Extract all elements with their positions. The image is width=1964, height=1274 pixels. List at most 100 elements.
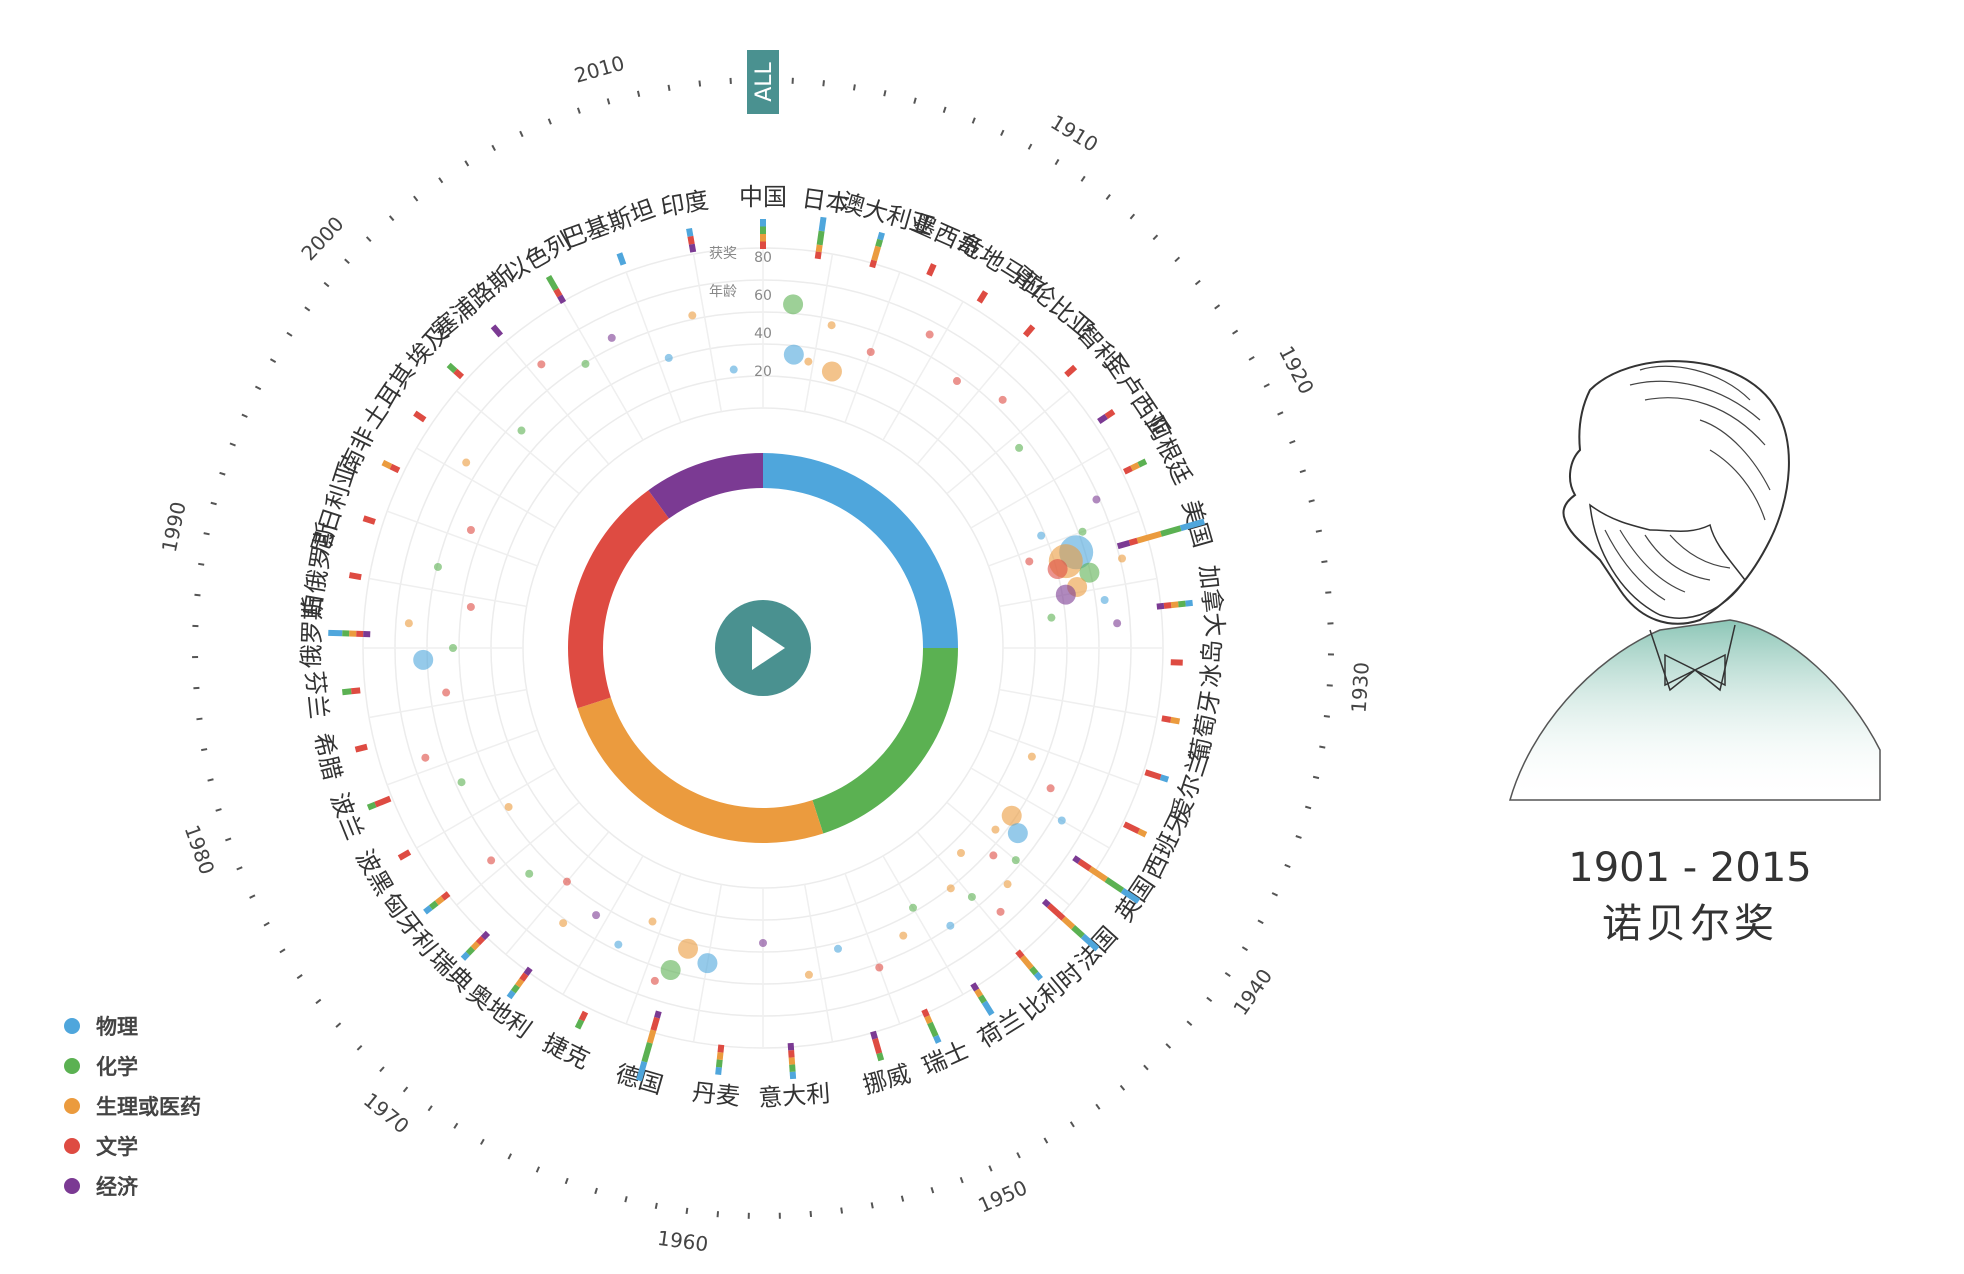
spoke — [946, 390, 1070, 495]
year-tick — [491, 144, 496, 152]
year-tick — [698, 80, 702, 87]
country-bar-segment — [574, 1018, 585, 1030]
spoke — [999, 688, 1158, 719]
spoke — [882, 301, 964, 441]
legend-item-medicine[interactable]: 生理或医药 — [64, 1086, 201, 1126]
country-bar-segment — [688, 243, 697, 253]
country-bar-segment — [506, 989, 516, 1000]
laureate-point — [650, 976, 659, 985]
donut-segment — [763, 453, 958, 648]
country-bar-segment — [1185, 599, 1193, 607]
spoke — [803, 884, 834, 1043]
laureate-point — [1025, 557, 1034, 566]
year-tick — [1299, 469, 1306, 474]
laureate-point — [827, 321, 836, 330]
country-bar-segment — [374, 795, 392, 808]
year-label: 1930 — [1347, 661, 1374, 713]
year-tick — [279, 948, 286, 954]
laureate-point — [678, 938, 699, 959]
spoke — [970, 767, 1110, 849]
laureate-point — [996, 907, 1005, 916]
country-bar-segment — [715, 1066, 722, 1075]
country-bar — [1123, 458, 1148, 475]
laureate-point — [989, 851, 998, 860]
country-bar — [1116, 518, 1206, 550]
spoke — [988, 510, 1140, 567]
year-tick — [196, 717, 203, 721]
year-tick — [547, 118, 552, 125]
country-label: 冰岛 — [1197, 639, 1227, 688]
country-bar — [423, 891, 451, 915]
spoke — [970, 447, 1110, 529]
year-tick — [304, 306, 311, 312]
laureate-point — [607, 333, 616, 342]
laureate-point — [442, 688, 451, 697]
country-bar-segment — [877, 231, 885, 241]
country-label: 西班牙 — [1138, 806, 1195, 883]
country-bar-segment — [460, 951, 471, 961]
country-bar-segment — [789, 1071, 797, 1080]
country-bar-segment — [470, 941, 481, 951]
year-label: 1970 — [359, 1088, 414, 1139]
spoke — [844, 271, 901, 423]
year-tick — [1027, 143, 1033, 150]
country-bar-segment — [976, 290, 989, 304]
country-label: 南非 — [335, 423, 381, 478]
laureate-point — [1001, 805, 1022, 826]
spoke — [456, 801, 580, 906]
legend-item-chemistry[interactable]: 化学 — [64, 1046, 201, 1086]
country-label: 意大利 — [757, 1079, 831, 1112]
country-bar — [787, 1042, 797, 1080]
country-bar-segment — [366, 801, 377, 811]
country-bar — [1123, 821, 1148, 838]
legend-dot — [64, 1018, 80, 1034]
laureate-point — [614, 940, 623, 949]
play-icon — [752, 626, 785, 670]
year-label: 1960 — [656, 1226, 710, 1257]
country-bar — [814, 216, 827, 260]
country-bar-segment — [1046, 903, 1066, 921]
country-bar-segment — [1015, 949, 1025, 959]
country-bar-segment — [480, 930, 491, 941]
laureate-point — [909, 903, 917, 912]
year-tick — [215, 808, 222, 812]
country-bar-segment — [1156, 602, 1165, 610]
year-tick — [930, 1187, 935, 1194]
laureate-point — [967, 892, 976, 901]
year-tick — [480, 1138, 485, 1145]
laureate-point — [1078, 527, 1087, 536]
country-bar-segment — [870, 1030, 878, 1040]
country-bar-segment — [876, 1052, 885, 1062]
all-button[interactable]: ALL — [747, 50, 779, 114]
country-bar — [506, 966, 533, 1000]
country-bar — [342, 687, 361, 696]
legend-item-literature[interactable]: 文学 — [64, 1126, 201, 1166]
year-tick — [1315, 529, 1322, 533]
legend-item-economics[interactable]: 经济 — [64, 1166, 201, 1206]
spoke — [368, 577, 527, 608]
year-tick — [1295, 835, 1302, 839]
year-label: 2000 — [296, 212, 348, 266]
year-tick — [198, 562, 205, 566]
country-bar-segment — [1170, 601, 1179, 609]
country-bar — [1041, 898, 1100, 952]
year-tick — [1263, 383, 1270, 388]
legend-item-physics[interactable]: 物理 — [64, 1006, 201, 1046]
country-bar-segment — [1130, 462, 1141, 471]
country-bar-segment — [354, 743, 368, 753]
year-tick — [1129, 213, 1136, 220]
play-button[interactable] — [715, 600, 811, 696]
year-tick — [959, 1176, 964, 1184]
year-label: 2010 — [572, 51, 628, 88]
spoke — [692, 253, 723, 412]
country-bar-segment — [760, 241, 766, 249]
spoke — [946, 801, 1070, 906]
country-label: 芬兰 — [300, 670, 333, 721]
year-tick — [1080, 175, 1086, 182]
country-label: 匈牙利 — [376, 887, 442, 961]
laureate-point — [1092, 495, 1101, 504]
laureate-point — [956, 849, 965, 858]
country-bar-segment — [788, 1050, 795, 1058]
year-tick — [1016, 1152, 1021, 1159]
